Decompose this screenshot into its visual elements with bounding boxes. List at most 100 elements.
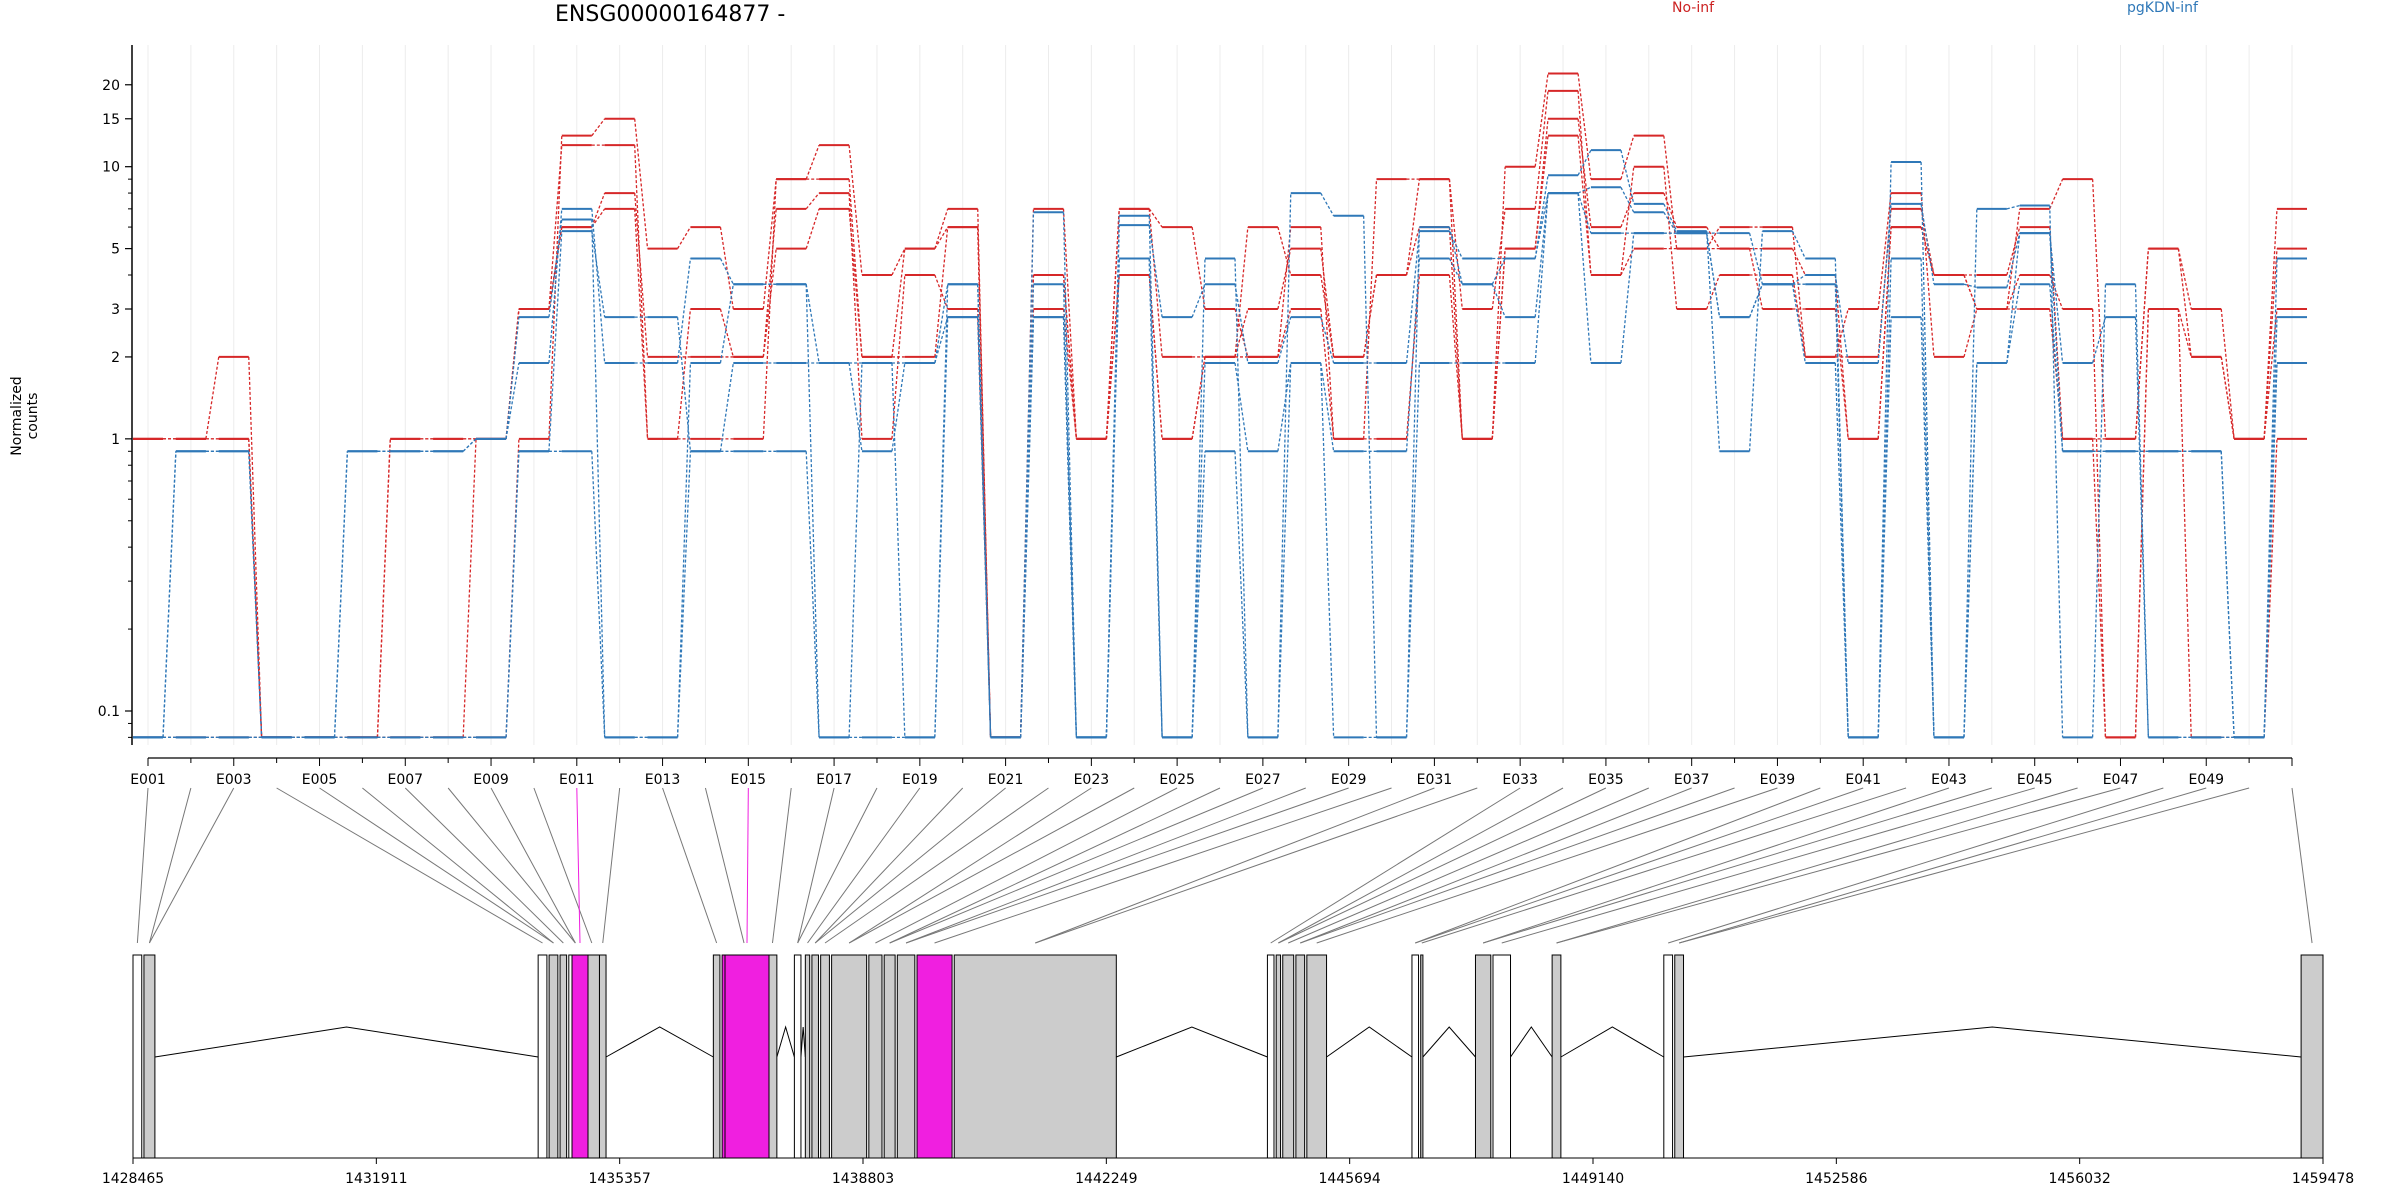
- intron-line: [1116, 1026, 1268, 1058]
- exon-box: [2300, 954, 2324, 1159]
- series-connector: [1534, 73, 1549, 167]
- series-connector: [2263, 248, 2278, 439]
- series-connector: [1534, 193, 1549, 318]
- series-connector: [462, 438, 477, 738]
- series-connector: [376, 438, 391, 738]
- x-tick-label: E017: [816, 772, 852, 788]
- y-tick-label: 1: [111, 432, 120, 448]
- series-connector: [1620, 192, 1635, 228]
- series-connector: [1620, 233, 1635, 364]
- series-connector: [1148, 225, 1163, 318]
- series-connector: [1791, 230, 1806, 259]
- series-connector: [1148, 208, 1163, 228]
- series-connector: [634, 145, 649, 439]
- exon-box: [868, 954, 883, 1159]
- series-connector: [1062, 284, 1078, 738]
- series-connector: [676, 317, 692, 452]
- series-connector: [548, 231, 563, 452]
- connector-line: [1482, 787, 1950, 944]
- connector-line: [362, 787, 554, 944]
- series-connector: [1620, 150, 1635, 205]
- series-connector: [2263, 362, 2278, 738]
- connector-line: [1556, 787, 2078, 944]
- exon-box: [916, 954, 953, 1159]
- series-connector: [1405, 258, 1421, 452]
- connector-line: [1278, 787, 1607, 944]
- series-connector: [719, 284, 734, 364]
- connector-line: [404, 787, 564, 944]
- series-connector: [2220, 451, 2235, 738]
- series-connector: [1448, 179, 1463, 310]
- series-connector: [719, 226, 734, 310]
- x-tick-label: E023: [1074, 772, 1110, 788]
- series-connector: [1620, 135, 1635, 180]
- series-connector: [2220, 308, 2235, 439]
- connector-line: [602, 787, 621, 944]
- series-connector: [2134, 248, 2150, 439]
- series-connector: [1963, 283, 1977, 289]
- series-connector: [2177, 248, 2192, 357]
- series-connector: [1834, 308, 1849, 358]
- series-connector: [805, 451, 820, 738]
- series-connector: [2091, 284, 2107, 738]
- series-connector: [676, 308, 692, 439]
- series-connector: [934, 284, 949, 364]
- series-connector: [634, 118, 649, 249]
- series-connector: [1534, 175, 1549, 259]
- connector-line: [746, 787, 749, 944]
- series-connector: [848, 362, 863, 738]
- grid-lines: [147, 45, 2293, 745]
- connector-line: [1679, 787, 2250, 944]
- genomic-tick-label: 1449140: [1562, 1171, 1624, 1187]
- series-connector: [719, 308, 734, 358]
- x-tick-label: E025: [1159, 772, 1195, 788]
- exon-box: [831, 954, 868, 1159]
- series-connector: [1920, 317, 1935, 738]
- series-connector: [1834, 284, 1849, 738]
- y-tick-label: 2: [111, 350, 120, 366]
- series-connector: [1534, 192, 1549, 259]
- exon-box: [953, 954, 1117, 1159]
- genomic-tick-label: 1445694: [1318, 1171, 1380, 1187]
- exon-box: [143, 954, 156, 1159]
- series-connector: [762, 208, 777, 357]
- series-connector: [1920, 162, 1935, 738]
- series-connector: [591, 208, 606, 364]
- series-connector: [1748, 248, 1764, 310]
- series-connector: [548, 145, 563, 310]
- connector-line: [1270, 787, 1521, 944]
- series-connector: [977, 317, 992, 738]
- series-connector: [1320, 362, 1335, 738]
- y-tick-label: 5: [111, 242, 120, 258]
- connector-line: [1668, 787, 2164, 944]
- series-connector: [2049, 233, 2064, 452]
- series-connector: [1792, 274, 1806, 285]
- x-tick-label: E029: [1331, 772, 1367, 788]
- series-connector: [1491, 166, 1506, 439]
- series-connector: [891, 274, 906, 439]
- series-connector: [848, 208, 863, 357]
- series-connector: [1791, 284, 1806, 364]
- chart-title: ENSG00000164877 -: [555, 2, 786, 27]
- series-connector: [1791, 274, 1806, 358]
- legend-entry-no-inf: No-inf: [1672, 0, 1715, 16]
- series-connector: [1448, 274, 1463, 439]
- series-connector: [2006, 274, 2021, 310]
- series-connector: [2006, 284, 2021, 364]
- series-connector: [2134, 284, 2150, 738]
- connector-line: [136, 787, 149, 944]
- connector-line: [848, 787, 1135, 944]
- connector-line: [1278, 787, 1564, 944]
- connector-line: [889, 787, 1264, 944]
- series-connector: [1191, 226, 1206, 310]
- exon-box: [1306, 954, 1328, 1159]
- series-connector: [591, 219, 606, 738]
- series-connector: [891, 362, 906, 738]
- highlight-exon-box: [724, 954, 770, 1159]
- connector-line: [905, 787, 1306, 944]
- exon-box: [1474, 954, 1492, 1159]
- series-connector: [462, 438, 477, 452]
- connector-lines: [136, 787, 2313, 944]
